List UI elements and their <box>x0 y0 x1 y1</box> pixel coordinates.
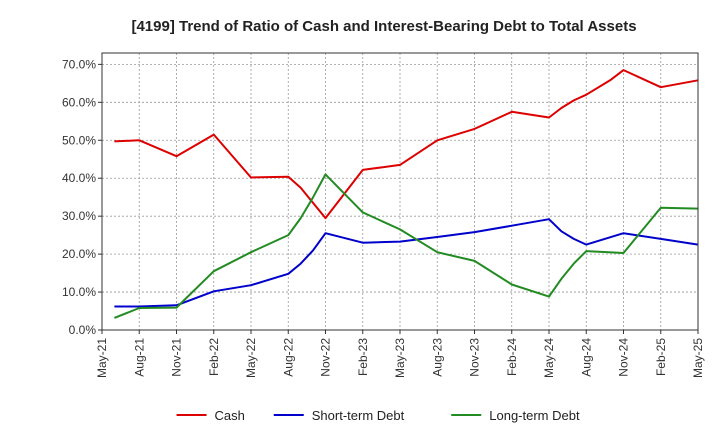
x-tick-label: Aug-22 <box>281 338 295 377</box>
x-tick-label: Feb-24 <box>505 338 519 376</box>
y-tick-label: 20.0% <box>62 247 96 261</box>
x-axis: May-21 Aug-21 Nov-21 Feb-22 May-22 Aug-22 Nov-… <box>95 330 705 378</box>
x-tick-label: Aug-21 <box>132 338 146 377</box>
y-tick-label: 60.0% <box>62 95 96 109</box>
y-tick-label: 40.0% <box>62 171 96 185</box>
series-line-long-term-debt <box>114 173 699 319</box>
legend-label-short-term-debt: Short-term Debt <box>312 408 405 423</box>
legend-label-long-term-debt: Long-term Debt <box>489 408 580 423</box>
y-axis: 0.0% 10.0% 20.0% 30.0% 40.0% 50.0% 60.0% 70.0% <box>62 57 102 337</box>
series-line-cash <box>114 69 699 220</box>
x-tick-label: Aug-23 <box>430 338 444 377</box>
x-tick-label: May-23 <box>393 338 407 378</box>
x-tick-label: Aug-24 <box>579 338 593 377</box>
x-tick-label: May-22 <box>244 338 258 378</box>
x-tick-label: Nov-22 <box>319 338 333 377</box>
series-line-short-term-debt <box>114 218 699 308</box>
y-tick-label: 10.0% <box>62 285 96 299</box>
x-tick-label: Nov-24 <box>617 338 631 377</box>
x-tick-label: Nov-21 <box>170 338 184 377</box>
x-tick-label: Feb-22 <box>207 338 221 376</box>
y-tick-label: 50.0% <box>62 133 96 147</box>
x-tick-label: May-24 <box>542 338 556 378</box>
y-tick-label: 30.0% <box>62 209 96 223</box>
legend-label-cash: Cash <box>215 408 245 423</box>
chart-title: [4199] Trend of Ratio of Cash and Intere… <box>131 18 636 35</box>
legend: Cash Short-term Debt Long-term Debt <box>176 408 580 423</box>
x-tick-label: Feb-23 <box>356 338 370 376</box>
x-tick-label: Nov-23 <box>468 338 482 377</box>
series-layer <box>114 69 699 319</box>
y-tick-label: 70.0% <box>62 57 96 71</box>
x-tick-label: Feb-25 <box>654 338 668 376</box>
x-tick-label: May-25 <box>691 338 705 378</box>
y-tick-label: 0.0% <box>69 323 97 337</box>
x-tick-label: May-21 <box>95 338 109 378</box>
